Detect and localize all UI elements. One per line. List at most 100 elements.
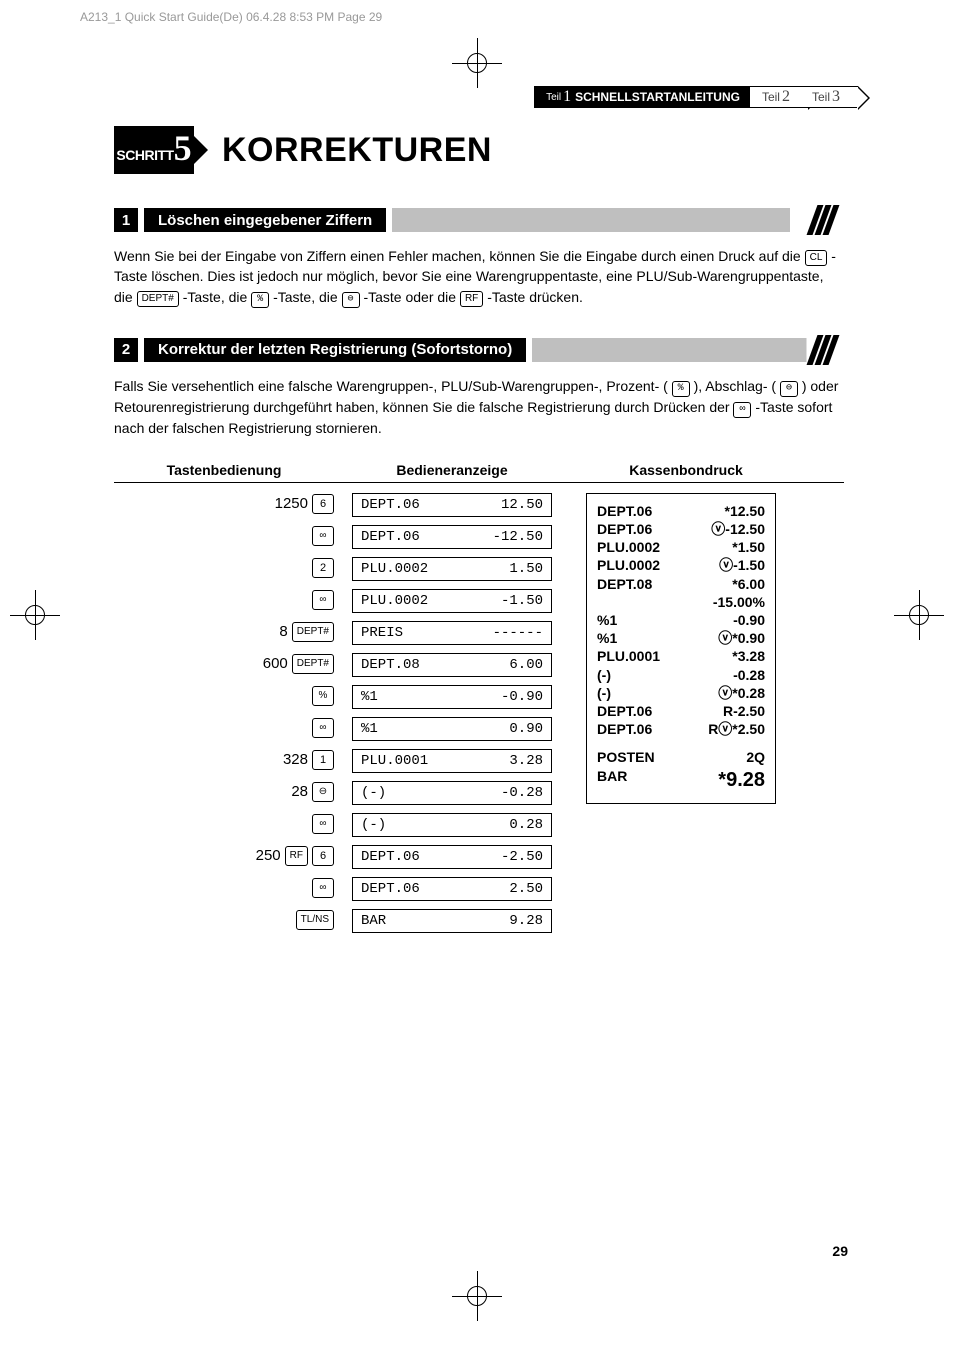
- section-2-title: Korrektur der letzten Registrierung (Sof…: [144, 338, 526, 362]
- key-num: 1250: [275, 495, 308, 512]
- key-row: 250RF6: [114, 845, 334, 867]
- table-h2: Bedieneranzeige: [352, 462, 552, 478]
- disp-value: 3.28: [509, 753, 543, 769]
- section-2-head: 2 Korrektur der letzten Registrierung (S…: [114, 338, 844, 362]
- disp-label: (-): [361, 817, 386, 833]
- table-rule: [114, 482, 844, 483]
- keycap-rf: RF: [285, 846, 308, 866]
- key-num: 8: [279, 623, 287, 640]
- key-row: %: [114, 685, 334, 707]
- disp-label: PLU.0001: [361, 753, 428, 769]
- keycap-minus: ⊖: [312, 782, 334, 802]
- crop-mark-right: [904, 600, 934, 630]
- r-label: PLU.0002: [597, 538, 660, 556]
- r-label: DEPT.08: [597, 575, 652, 593]
- r-value: R-2.50: [723, 702, 765, 720]
- receipt-row: PLU.0001 *3.28: [597, 647, 765, 665]
- disp-value: 12.50: [501, 497, 543, 513]
- r-value: ⓥ-1.50: [719, 556, 765, 574]
- tab1-num: 1: [563, 88, 571, 106]
- crop-mark-top: [462, 48, 492, 78]
- display-row: DEPT.06-2.50: [352, 845, 552, 869]
- key-row: TL/NS: [114, 909, 334, 931]
- r-value: ⓥ*0.90: [718, 629, 765, 647]
- key-row: 12506: [114, 493, 334, 515]
- r-label: DEPT.06: [597, 720, 652, 738]
- key-row: ∞: [114, 877, 334, 899]
- disp-value: ------: [493, 625, 543, 641]
- keycap-void: ∞: [312, 718, 334, 738]
- receipt-row: PLU.0002 *1.50: [597, 538, 765, 556]
- tab3-num: 3: [832, 88, 840, 106]
- tab2-num: 2: [782, 88, 790, 106]
- step-arrow-icon: [194, 136, 208, 164]
- section-1-num: 1: [114, 208, 138, 232]
- section-1-text: Wenn Sie bei der Eingabe von Ziffern ein…: [114, 246, 844, 308]
- disp-value: 6.00: [509, 657, 543, 673]
- disp-value: 9.28: [509, 913, 543, 929]
- r-label: BAR: [597, 767, 627, 793]
- key-row: 28⊖: [114, 781, 334, 803]
- table-head: Tastenbedienung Bedieneranzeige Kassenbo…: [114, 462, 844, 478]
- section-2-text: Falls Sie versehentlich eine falsche War…: [114, 376, 844, 438]
- receipt-row: DEPT.06R-2.50: [597, 702, 765, 720]
- key-num: 600: [263, 655, 288, 672]
- key-void: ∞: [733, 402, 751, 418]
- section-1-title: Löschen eingegebener Ziffern: [144, 208, 386, 232]
- table-h3: Kassenbondruck: [586, 462, 786, 478]
- r-value: *12.50: [725, 502, 765, 520]
- display-row: PLU.0001 3.28: [352, 749, 552, 773]
- disp-label: DEPT.08: [361, 657, 420, 673]
- disp-label: %1: [361, 689, 378, 705]
- key-rf: RF: [460, 291, 483, 307]
- key-dept: DEPT#: [137, 291, 179, 307]
- display-row: PREIS ------: [352, 621, 552, 645]
- keycap-tlns: TL/NS: [296, 910, 334, 930]
- display-row: PLU.0002-1.50: [352, 589, 552, 613]
- receipt-total-row: BAR *9.28: [597, 767, 765, 793]
- r-value: ⓥ-12.50: [711, 520, 765, 538]
- disp-value: -0.90: [501, 689, 543, 705]
- breadcrumb-tab-1: Teil 1 SCHNELLSTARTANLEITUNG: [534, 86, 758, 108]
- step-badge-num: 5: [174, 130, 192, 166]
- r-label: DEPT.06: [597, 502, 652, 520]
- keycap-dept: DEPT#: [292, 622, 334, 642]
- display-row: DEPT.08 6.00: [352, 653, 552, 677]
- file-header: A213_1 Quick Start Guide(De) 06.4.28 8:5…: [80, 10, 382, 24]
- r-label: PLU.0001: [597, 647, 660, 665]
- receipt-print-col: DEPT.06*12.50 DEPT.06ⓥ-12.50 PLU.0002*1.…: [586, 493, 776, 804]
- crop-mark-bottom: [462, 1281, 492, 1311]
- key-cl: CL: [805, 250, 828, 266]
- key-row: ∞: [114, 525, 334, 547]
- r-value: *1.50: [732, 538, 765, 556]
- display-row: (-)0.28: [352, 813, 552, 837]
- display-row: DEPT.06-12.50: [352, 525, 552, 549]
- section-1-head: 1 Löschen eingegebener Ziffern: [114, 208, 844, 232]
- key-row: 8 DEPT#: [114, 621, 334, 643]
- r-value: *6.00: [732, 575, 765, 593]
- key-num: 328: [283, 751, 308, 768]
- keycap: 6: [312, 494, 334, 514]
- r-label: POSTEN: [597, 748, 655, 766]
- receipt-row: DEPT.06ⓥ-12.50: [597, 520, 765, 538]
- r-value: *3.28: [732, 647, 765, 665]
- crop-mark-left: [20, 600, 50, 630]
- r-value: -0.90: [733, 611, 765, 629]
- receipt-row: (-)-0.28: [597, 666, 765, 684]
- breadcrumb: Teil 1 SCHNELLSTARTANLEITUNG Teil 2 Teil…: [534, 86, 850, 108]
- disp-label: (-): [361, 785, 386, 801]
- receipt-row: POSTEN2Q: [597, 748, 765, 766]
- keycap: 2: [312, 558, 334, 578]
- disp-label: PLU.0002: [361, 593, 428, 609]
- key-row: 2: [114, 557, 334, 579]
- disp-value: -12.50: [493, 529, 543, 545]
- keycap-void: ∞: [312, 590, 334, 610]
- disp-label: PREIS: [361, 625, 403, 641]
- receipt-row: DEPT.06 *12.50: [597, 502, 765, 520]
- section-2-num: 2: [114, 338, 138, 362]
- keycap-void: ∞: [312, 526, 334, 546]
- text-frag: -Taste, die: [273, 289, 341, 305]
- keycap-void: ∞: [312, 814, 334, 834]
- r-value: -15.00%: [713, 593, 765, 611]
- r-value: *9.28: [718, 767, 765, 793]
